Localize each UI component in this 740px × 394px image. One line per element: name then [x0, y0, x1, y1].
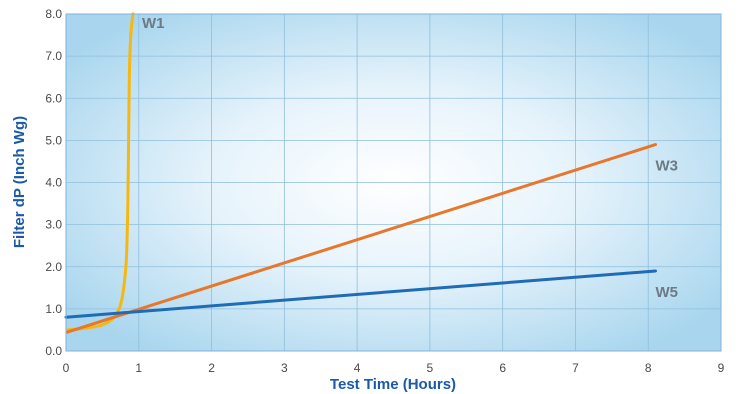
- x-tick-label: 2: [208, 361, 215, 375]
- x-tick-label: 8: [645, 361, 652, 375]
- series-line-w1: [65, 12, 135, 332]
- y-tick-labels: 0.0 1.0 2.0 3.0 4.0 5.0 6.0 7.0 8.0: [45, 7, 62, 358]
- x-tick-labels: 0 1 2 3 4 5 6 7 8 9: [63, 361, 725, 375]
- x-tick-label: 4: [354, 361, 361, 375]
- series-label-w1: W1: [142, 15, 165, 32]
- series-label-w5: W5: [656, 284, 679, 301]
- x-tick-label: 3: [281, 361, 288, 375]
- x-tick-label: 5: [427, 361, 434, 375]
- y-axis-title: Filter dP (Inch Wg): [11, 116, 28, 248]
- y-tick-label: 2.0: [45, 260, 62, 274]
- y-tick-label: 7.0: [45, 49, 62, 63]
- series-labels: W1 W3 W5: [142, 15, 678, 301]
- x-axis-title: Test Time (Hours): [330, 376, 456, 393]
- y-tick-label: 0.0: [45, 344, 62, 358]
- series-layer: [64, 12, 657, 334]
- y-tick-label: 4.0: [45, 176, 62, 190]
- x-tick-label: 1: [135, 361, 142, 375]
- x-tick-label: 0: [63, 361, 70, 375]
- y-tick-label: 1.0: [45, 302, 62, 316]
- y-tick-label: 8.0: [45, 7, 62, 21]
- x-tick-label: 6: [499, 361, 506, 375]
- plot-frame: [65, 13, 722, 352]
- y-tick-label: 6.0: [45, 91, 62, 105]
- series-line-w3: [65, 143, 657, 334]
- x-tick-label: 9: [718, 361, 725, 375]
- series-label-w3: W3: [656, 158, 679, 175]
- y-tick-label: 3.0: [45, 218, 62, 232]
- y-tick-label: 5.0: [45, 133, 62, 147]
- x-tick-label: 7: [572, 361, 579, 375]
- series-line-w5: [64, 269, 657, 319]
